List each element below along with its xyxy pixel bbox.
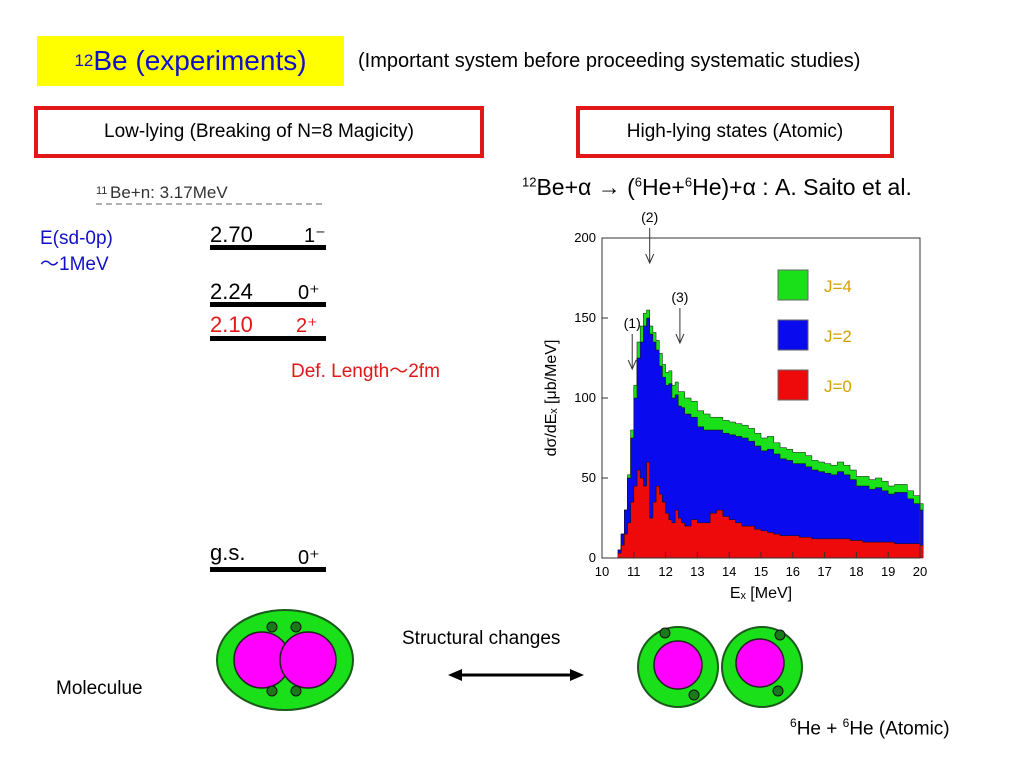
peak-label: (2) xyxy=(641,210,658,225)
threshold-sup: 11 xyxy=(96,185,107,197)
peak-label: (3) xyxy=(671,289,688,305)
neutron xyxy=(659,627,671,639)
peak-arrow-head xyxy=(627,359,637,371)
neutron xyxy=(266,685,278,697)
atomic-sup-1: 6 xyxy=(790,716,797,730)
y-tick-label: 100 xyxy=(574,390,596,405)
neutron xyxy=(290,685,302,697)
reaction-sup-6a: 6 xyxy=(634,174,643,190)
high-lying-box: High-lying states (Atomic) xyxy=(576,106,894,158)
peak-label: (1) xyxy=(624,315,641,331)
neutron xyxy=(688,689,700,701)
level-energy: 2.70 xyxy=(210,222,253,247)
level-spin: 1⁻ xyxy=(304,225,326,247)
y-tick-label: 0 xyxy=(589,550,596,565)
esd-line-2: ～1MeV xyxy=(40,254,109,275)
low-lying-label: Low-lying (Breaking of N=8 Magicity) xyxy=(104,121,414,142)
level-2-24: 2.24 0⁺ xyxy=(210,279,326,307)
esd-annotation: E(sd-0p) ～1MeV xyxy=(40,226,113,278)
x-tick-label: 10 xyxy=(595,564,609,579)
x-tick-label: 12 xyxy=(658,564,672,579)
y-tick-label: 200 xyxy=(574,230,596,245)
level-line xyxy=(210,567,326,572)
molecule-label: Moleculue xyxy=(56,678,143,699)
high-lying-label: High-lying states (Atomic) xyxy=(626,121,844,142)
structure-diagram xyxy=(216,609,803,711)
x-tick-label: 14 xyxy=(722,564,736,579)
arrow-head-left xyxy=(448,669,462,681)
level-gs: g.s. 0⁺ xyxy=(210,540,326,572)
chart-legend: J=4 J=2 J=0 xyxy=(777,269,852,401)
peak-annotations: (1) (2) (3) xyxy=(624,210,688,371)
title-text: Be (experiments) xyxy=(93,45,307,76)
arrow-head-right xyxy=(570,669,584,681)
legend-swatch-J4 xyxy=(777,269,809,301)
level-line xyxy=(210,336,326,341)
atomic-label: 6He + 6He (Atomic) xyxy=(790,716,950,740)
atomic-part-2: He (Atomic) xyxy=(849,718,950,740)
slide-subtitle: (Important system before proceeding syst… xyxy=(358,50,861,72)
x-tick-label: 18 xyxy=(849,564,863,579)
low-lying-box: Low-lying (Breaking of N=8 Magicity) xyxy=(34,106,484,158)
level-line xyxy=(210,302,326,307)
reaction-part-3: He)+α : A. Saito et al. xyxy=(692,174,912,200)
legend-label-J2: J=2 xyxy=(824,327,852,346)
structural-changes-label: Structural changes xyxy=(402,628,561,649)
legend-label-J4: J=4 xyxy=(824,277,852,296)
legend-swatch-J2 xyxy=(777,319,809,351)
threshold-text: Be+n: 3.17MeV xyxy=(110,183,228,202)
atomic-part-1: He + xyxy=(796,718,843,740)
legend-swatch-J0 xyxy=(777,369,809,401)
slide-title: 12 Be (experiments) xyxy=(37,36,344,86)
reaction-formula: 12Be+α → (6He+6He)+α : A. Saito et al. xyxy=(522,174,912,201)
neutron xyxy=(266,621,278,633)
series-J4-area xyxy=(617,309,924,551)
y-tick-label: 150 xyxy=(574,310,596,325)
level-2-70: 2.70 1⁻ xyxy=(210,222,326,250)
x-tick-label: 20 xyxy=(913,564,927,579)
title-superscript: 12 xyxy=(74,51,94,70)
def-length-label: Def. Length～2fm xyxy=(291,361,440,382)
neutron xyxy=(772,685,784,697)
series-layer xyxy=(617,309,924,559)
x-tick-label: 15 xyxy=(754,564,768,579)
level-spin: 2⁺ xyxy=(296,315,318,337)
level-scheme: 11 Be+n: 3.17MeV 2.70 1⁻ 2.24 0⁺ 2.10 2⁺… xyxy=(96,183,326,572)
reaction-sup-12: 12 xyxy=(522,174,537,190)
peak-arrow-head xyxy=(645,253,655,265)
atom-left-core xyxy=(653,640,703,690)
level-spin: 0⁺ xyxy=(298,547,320,569)
x-tick-label: 16 xyxy=(786,564,800,579)
neutron xyxy=(290,621,302,633)
molecule-core-right xyxy=(279,631,337,689)
legend-label-J0: J=0 xyxy=(824,377,852,396)
reaction-sup-6b: 6 xyxy=(684,174,693,190)
level-2-10: 2.10 2⁺ xyxy=(210,312,326,341)
level-spin: 0⁺ xyxy=(298,282,320,304)
esd-line-1: E(sd-0p) xyxy=(40,228,113,249)
peak-arrow-head xyxy=(675,333,685,345)
x-tick-label: 19 xyxy=(881,564,895,579)
x-tick-label: 13 xyxy=(690,564,704,579)
y-axis-label: dσ/dEₓ [μb/MeV] xyxy=(543,340,560,457)
level-energy: 2.24 xyxy=(210,279,253,304)
level-line xyxy=(210,245,326,250)
x-tick-label: 17 xyxy=(817,564,831,579)
x-tick-label: 11 xyxy=(627,564,641,579)
level-energy: g.s. xyxy=(210,540,245,565)
atomic-sup-2: 6 xyxy=(842,716,850,730)
x-axis-label: Eₓ [MeV] xyxy=(730,585,792,602)
level-energy: 2.10 xyxy=(210,312,253,337)
reaction-part-2: He+ xyxy=(642,174,685,200)
y-tick-label: 50 xyxy=(582,470,596,485)
atom-right-core xyxy=(735,638,785,688)
neutron xyxy=(774,629,786,641)
reaction-part-1: Be+α → ( xyxy=(536,174,635,200)
